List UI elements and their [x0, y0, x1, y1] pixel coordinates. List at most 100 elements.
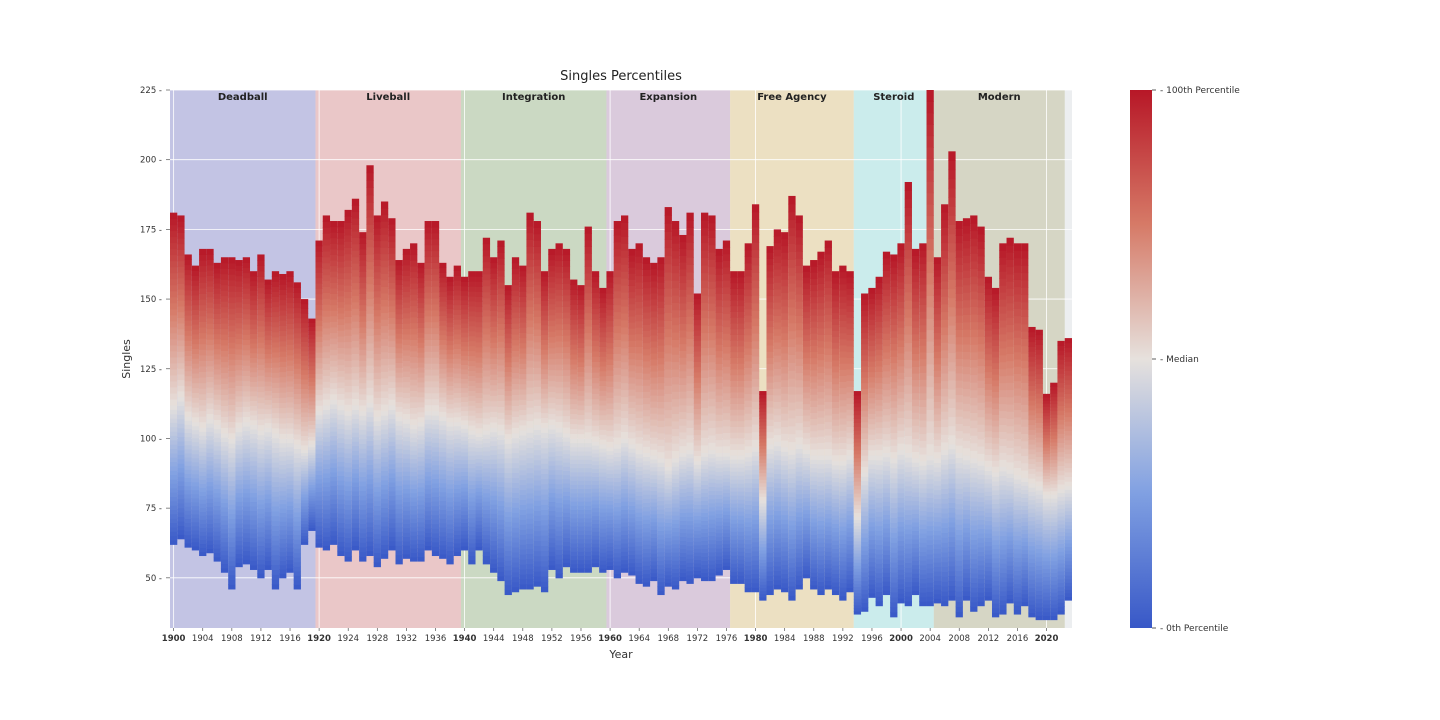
col-1956 — [577, 285, 584, 573]
col-1923 — [337, 221, 344, 556]
col-2002 — [912, 249, 919, 595]
col-2019 — [1036, 330, 1043, 620]
xtick-1904: 1904 — [192, 634, 214, 644]
col-1930 — [388, 218, 395, 550]
xtick-1916: 1916 — [279, 634, 301, 644]
xtick-2008: 2008 — [948, 634, 970, 644]
col-1955 — [570, 280, 577, 573]
col-2021 — [1050, 383, 1057, 620]
col-1902 — [185, 254, 192, 547]
col-1999 — [890, 254, 897, 617]
col-1932 — [403, 249, 410, 559]
xtick-2012: 2012 — [978, 634, 1000, 644]
xtick-1952: 1952 — [541, 634, 563, 644]
era-label-free-agency: Free Agency — [757, 92, 827, 103]
xtick-1932: 1932 — [396, 634, 418, 644]
col-1975 — [716, 249, 723, 576]
col-1973 — [701, 213, 708, 581]
col-1900 — [170, 213, 177, 545]
xtick-2004: 2004 — [919, 634, 941, 644]
col-1958 — [592, 271, 599, 567]
ytick-200: 200 - — [140, 156, 162, 166]
col-2000 — [897, 243, 904, 603]
col-2007 — [948, 151, 955, 600]
era-label-integration: Integration — [502, 92, 565, 103]
col-1990 — [825, 241, 832, 590]
col-1997 — [876, 277, 883, 606]
col-2001 — [905, 182, 912, 606]
col-2015 — [1007, 238, 1014, 604]
xtick-1976: 1976 — [716, 634, 738, 644]
col-1998 — [883, 252, 890, 595]
col-1941 — [468, 271, 475, 564]
col-1938 — [446, 277, 453, 565]
xlabel: Year — [608, 648, 633, 661]
xtick-1940: 1940 — [453, 634, 477, 644]
col-1918 — [301, 299, 308, 545]
xtick-1988: 1988 — [803, 634, 825, 644]
colorbar: - 0th Percentile- Median- 100th Percenti… — [1130, 86, 1240, 634]
col-1937 — [439, 263, 446, 559]
col-1927 — [366, 165, 373, 556]
col-1912 — [257, 254, 264, 578]
era-label-liveball: Liveball — [366, 92, 410, 103]
col-1951 — [541, 271, 548, 592]
xtick-1936: 1936 — [425, 634, 447, 644]
era-label-deadball: Deadball — [218, 92, 268, 103]
col-2017 — [1021, 243, 1028, 606]
col-1979 — [745, 243, 752, 592]
ytick-75: 75 - — [145, 504, 162, 514]
col-1924 — [345, 210, 352, 562]
col-1928 — [374, 215, 381, 567]
ylabel: Singles — [120, 339, 133, 379]
col-1996 — [868, 288, 875, 598]
col-1995 — [861, 293, 868, 611]
col-1933 — [410, 243, 417, 561]
col-1970 — [679, 235, 686, 581]
col-2011 — [977, 227, 984, 607]
xtick-1908: 1908 — [221, 634, 243, 644]
col-1911 — [250, 271, 257, 570]
xtick-1996: 1996 — [861, 634, 883, 644]
era-label-expansion: Expansion — [639, 92, 697, 103]
col-1908 — [228, 257, 235, 589]
col-1976 — [723, 241, 730, 570]
col-1993 — [847, 271, 854, 592]
col-1934 — [417, 263, 424, 562]
col-1910 — [243, 257, 250, 564]
xtick-2016: 2016 — [1007, 634, 1029, 644]
col-2014 — [999, 243, 1006, 614]
col-1982 — [766, 246, 773, 595]
col-2009 — [963, 218, 970, 600]
col-1906 — [214, 263, 221, 562]
col-1963 — [628, 249, 635, 576]
ytick-175: 175 - — [140, 225, 162, 235]
ytick-100: 100 - — [140, 434, 162, 444]
col-1972 — [694, 293, 701, 578]
era-label-steroid: Steroid — [873, 92, 914, 103]
col-1909 — [235, 260, 242, 567]
xtick-1900: 1900 — [162, 634, 186, 644]
col-2004 — [927, 90, 934, 606]
col-1991 — [832, 271, 839, 595]
col-1925 — [352, 199, 359, 551]
col-1914 — [272, 271, 279, 589]
col-1986 — [796, 215, 803, 589]
col-1939 — [454, 266, 461, 556]
col-1904 — [199, 249, 206, 556]
y-axis: 50 -75 -100 -125 -150 -175 -200 -225 - — [140, 86, 170, 584]
col-1940 — [461, 277, 468, 551]
col-1950 — [534, 221, 541, 587]
col-1917 — [294, 282, 301, 589]
col-1964 — [636, 243, 643, 584]
col-1949 — [526, 213, 533, 590]
col-1931 — [396, 260, 403, 564]
x-axis: 1900190419081912191619201924192819321936… — [162, 628, 1059, 644]
col-2006 — [941, 204, 948, 606]
col-1959 — [599, 288, 606, 573]
xtick-1928: 1928 — [366, 634, 388, 644]
col-1960 — [606, 271, 613, 570]
xtick-1948: 1948 — [512, 634, 534, 644]
col-1969 — [672, 221, 679, 589]
xtick-1960: 1960 — [598, 634, 622, 644]
